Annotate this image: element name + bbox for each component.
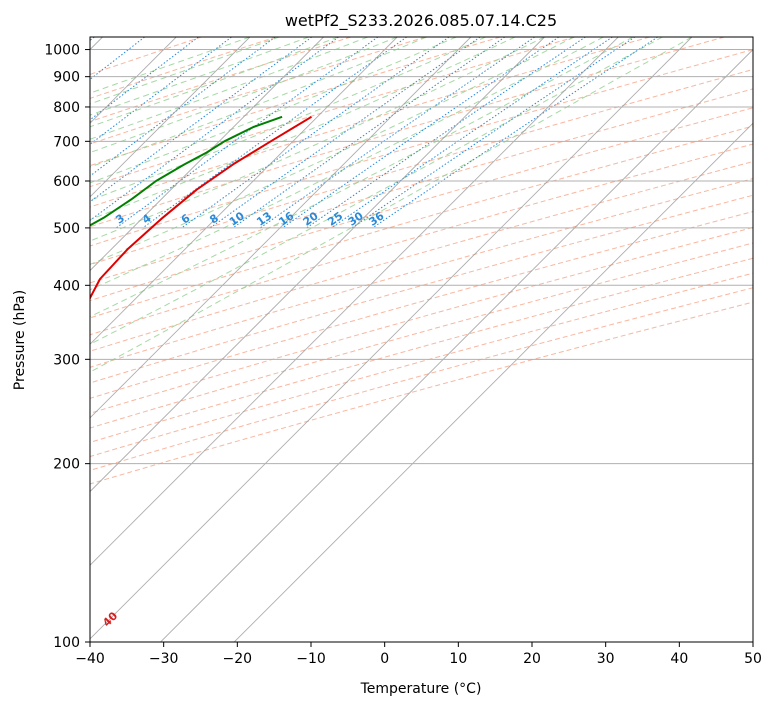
dry-adiabat-line <box>90 125 753 319</box>
y-tick-label: 900 <box>53 70 80 86</box>
dry-adiabat-line <box>90 272 753 458</box>
y-tick-label: 1000 <box>44 43 80 59</box>
mixing-ratio-line <box>282 37 560 229</box>
dry-adiabat-line <box>90 211 753 399</box>
isotherm-line <box>90 37 251 198</box>
mixing-ratio-line <box>90 37 339 222</box>
dry-adiabat-line <box>90 37 576 188</box>
temperature-line <box>90 115 313 301</box>
isotherm-line <box>90 37 693 640</box>
mixing-ratio-line <box>331 37 613 229</box>
moist-adiabat-line <box>90 37 663 345</box>
x-tick-label: 0 <box>380 651 389 667</box>
mixing-ratio-line <box>209 37 481 229</box>
y-tick-label: 200 <box>53 457 80 473</box>
mixing-ratio-line <box>90 37 313 203</box>
isotherm-line <box>90 37 324 272</box>
isotherm-line <box>90 37 545 493</box>
plot-area: -100-90-80-70-60-50-40-30-20-10010203040… <box>90 37 753 642</box>
chart-title: wetPf2_S233.2026.085.07.14.C25 <box>285 11 557 31</box>
dry-adiabat-line <box>90 226 753 414</box>
y-tick-label: 700 <box>53 134 80 150</box>
x-tick-label: −40 <box>75 651 105 667</box>
dry-adiabat-line <box>90 68 753 266</box>
dry-adiabat-line <box>90 257 753 443</box>
mixing-ratio-line <box>259 37 535 229</box>
dry-adiabat-line <box>90 107 753 302</box>
mixing-ratio-line <box>142 37 407 229</box>
dry-adiabat-line <box>90 37 725 228</box>
y-tick-label: 500 <box>53 221 80 237</box>
axes: −40 −30 −20 −10 0 10 20 30 40 50 100 200 300 400 500 60… <box>44 43 762 667</box>
isotherm-line <box>90 37 472 419</box>
x-tick-label: −30 <box>149 651 179 667</box>
x-tick-label: 10 <box>449 651 467 667</box>
y-axis-label: Pressure (hPa) <box>12 290 28 390</box>
mixing-ratio-line <box>90 37 232 145</box>
moist-adiabat-line <box>90 37 575 265</box>
dewpoint-line <box>90 115 283 227</box>
isotherm-line <box>160 48 753 642</box>
isotherm-line <box>90 37 619 566</box>
moist-adiabat-line <box>90 37 545 242</box>
mixing-ratio-line <box>90 37 276 177</box>
x-tick-label: −10 <box>296 651 326 667</box>
x-tick-label: 20 <box>523 651 541 667</box>
y-tick-label: 100 <box>53 635 80 651</box>
moist-adiabat-line <box>90 37 516 221</box>
dry-adiabat-line <box>90 161 753 352</box>
moist-adiabat-line <box>90 37 634 318</box>
moist-adiabat-line <box>90 37 309 116</box>
x-tick-label: 50 <box>744 651 762 667</box>
isotherm-line <box>90 37 398 345</box>
mixing-ratio-line <box>90 37 199 121</box>
moist-adiabat-line <box>90 37 280 105</box>
isotherm-line <box>233 122 753 642</box>
plot-frame <box>89 36 754 643</box>
y-tick-label: 400 <box>53 278 80 294</box>
mixing-ratio-line <box>351 37 636 229</box>
dry-adiabat-line <box>90 301 753 485</box>
dry-adiabat-line <box>90 242 753 429</box>
x-tick-label: 40 <box>670 651 688 667</box>
dry-adiabat-line <box>90 37 501 167</box>
moist-adiabat-line <box>90 37 398 154</box>
mixing-ratio-line <box>115 37 379 229</box>
x-tick-label: −20 <box>223 651 253 667</box>
y-tick-label: 300 <box>53 352 80 368</box>
x-axis-label: Temperature (°C) <box>360 681 482 697</box>
dry-adiabat-line <box>90 287 753 471</box>
moist-adiabat-line <box>90 37 427 168</box>
moist-adiabat-line <box>90 37 339 128</box>
y-tick-label: 800 <box>53 100 80 116</box>
y-tick-label: 600 <box>53 174 80 190</box>
moist-adiabat-line <box>90 37 486 201</box>
x-tick-label: 30 <box>597 651 615 667</box>
moist-adiabat-line <box>90 37 604 291</box>
